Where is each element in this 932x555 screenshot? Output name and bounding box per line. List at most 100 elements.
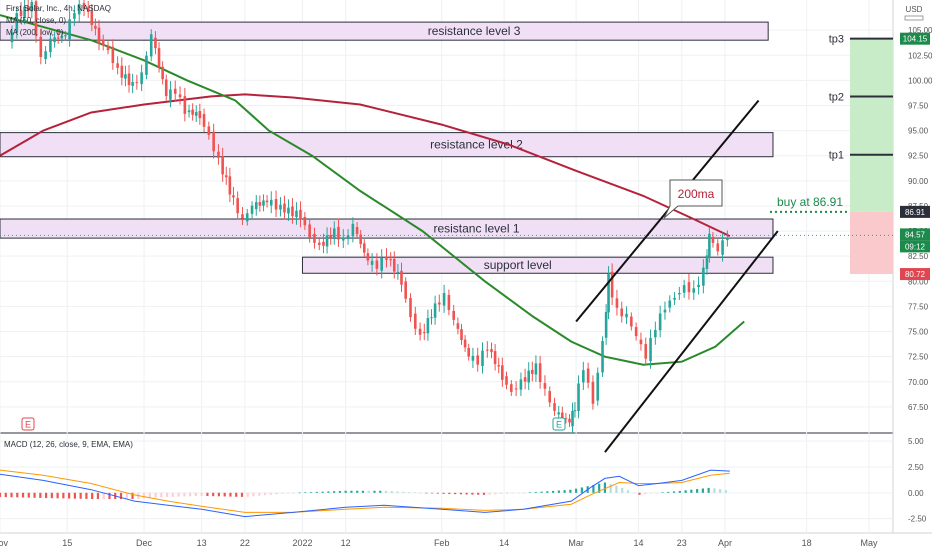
candle-body bbox=[582, 370, 585, 383]
candle-body bbox=[634, 327, 638, 337]
candle-body bbox=[389, 259, 392, 261]
candle-body bbox=[514, 388, 518, 390]
candle-body bbox=[236, 198, 239, 214]
macd-histogram-bar bbox=[580, 487, 583, 493]
macd-histogram-bar bbox=[523, 492, 526, 494]
macd-histogram-bar bbox=[505, 492, 509, 494]
candle-body bbox=[630, 316, 633, 327]
candle-body bbox=[380, 257, 383, 271]
candle-body bbox=[553, 403, 556, 411]
macd-histogram-bar bbox=[500, 492, 503, 495]
candle-body bbox=[534, 363, 538, 375]
y-tick-label: 105.00 bbox=[908, 26, 932, 35]
macd-histogram-bar bbox=[557, 490, 560, 493]
macd-histogram-bar bbox=[39, 492, 42, 498]
candle-body bbox=[258, 202, 262, 206]
candle-body bbox=[658, 313, 662, 331]
macd-histogram-bar bbox=[551, 490, 555, 493]
candle-body bbox=[601, 341, 604, 373]
macd-histogram-bar bbox=[0, 492, 2, 497]
candle-body bbox=[467, 347, 471, 357]
candle-body bbox=[308, 224, 311, 238]
macd-histogram-bar bbox=[50, 492, 53, 499]
candle-body bbox=[460, 329, 463, 340]
earnings-marker-label: E bbox=[25, 420, 31, 430]
macd-tick-label: 0.00 bbox=[908, 489, 924, 498]
candle-body bbox=[241, 214, 244, 219]
macd-histogram-bar bbox=[454, 492, 457, 495]
candle-body bbox=[649, 337, 652, 362]
macd-histogram-bar bbox=[223, 492, 226, 497]
candle-body bbox=[375, 260, 379, 269]
macd-histogram-bar bbox=[575, 488, 578, 493]
macd-tick-label: 5.00 bbox=[908, 437, 924, 446]
candle-body bbox=[493, 351, 497, 365]
candle-body bbox=[287, 207, 290, 214]
candle-body bbox=[346, 235, 350, 240]
macd-histogram-bar bbox=[96, 492, 100, 500]
candle-body bbox=[283, 203, 286, 213]
earnings-marker bbox=[21, 417, 35, 431]
candle-body bbox=[437, 302, 441, 305]
macd-histogram-bar bbox=[361, 490, 365, 493]
x-tick-label: Apr bbox=[718, 538, 732, 548]
macd-histogram-bar bbox=[367, 490, 370, 493]
candle-body bbox=[400, 270, 403, 285]
candle-body bbox=[370, 260, 374, 265]
channel-lower-line bbox=[604, 230, 779, 453]
candle-body bbox=[77, 4, 81, 15]
y-tick-label: 90.00 bbox=[908, 177, 929, 186]
macd-histogram-bar bbox=[33, 492, 36, 498]
macd-histogram-bar bbox=[459, 492, 463, 495]
candle-body bbox=[212, 131, 215, 152]
macd-histogram-bar bbox=[494, 492, 497, 495]
macd-histogram-bar bbox=[528, 492, 532, 493]
candle-body bbox=[140, 72, 143, 85]
candle-body bbox=[418, 328, 422, 335]
candle-body bbox=[568, 418, 571, 423]
macd-histogram-bar bbox=[315, 491, 318, 493]
ma200-line bbox=[0, 93, 731, 238]
candle-body bbox=[269, 199, 273, 206]
candle-body bbox=[313, 233, 316, 243]
macd-histogram-bar bbox=[649, 492, 653, 494]
y-tick-label: 67.50 bbox=[908, 403, 929, 412]
x-tick-label: Dec bbox=[136, 538, 153, 548]
macd-histogram-bar bbox=[91, 492, 94, 500]
candle-body bbox=[362, 243, 366, 253]
ma50-line bbox=[0, 14, 745, 366]
macd-histogram-bar bbox=[644, 492, 647, 495]
candle-body bbox=[101, 39, 105, 46]
macd-histogram-bar bbox=[73, 492, 76, 499]
macd-histogram-bar bbox=[154, 492, 157, 498]
macd-histogram-bar bbox=[425, 492, 428, 494]
candle-body bbox=[265, 200, 269, 203]
candle-body bbox=[111, 46, 115, 64]
candle-body bbox=[90, 10, 94, 25]
x-tick-label: May bbox=[860, 538, 878, 548]
candle-body bbox=[433, 303, 437, 318]
candle-body bbox=[687, 282, 691, 293]
candle-body bbox=[571, 410, 574, 427]
candle-body bbox=[682, 285, 686, 293]
macd-histogram-bar bbox=[240, 492, 244, 497]
macd-histogram-bar bbox=[413, 492, 416, 493]
macd-histogram-bar bbox=[298, 492, 301, 494]
candle-body bbox=[135, 82, 139, 84]
candle-body bbox=[409, 298, 412, 318]
x-tick-label: Nov bbox=[0, 538, 8, 548]
candle-body bbox=[663, 309, 667, 313]
candle-body bbox=[430, 317, 433, 319]
candle-body bbox=[194, 112, 198, 116]
candle-body bbox=[527, 370, 531, 383]
candle-body bbox=[131, 82, 134, 86]
macd-histogram-bar bbox=[598, 483, 601, 493]
macd-histogram-bar bbox=[344, 490, 347, 493]
candle-body bbox=[10, 32, 14, 43]
candle-body bbox=[106, 45, 110, 51]
macd-histogram-bar bbox=[690, 489, 693, 493]
candle-body bbox=[591, 381, 595, 404]
candle-body bbox=[673, 297, 676, 300]
macd-histogram-bar bbox=[321, 491, 324, 493]
